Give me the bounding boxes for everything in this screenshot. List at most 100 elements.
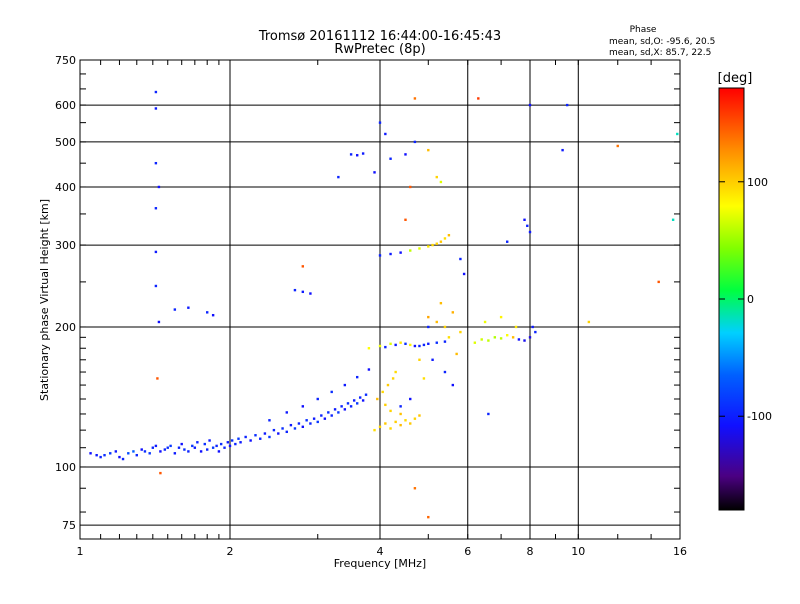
data-point <box>384 403 387 407</box>
data-point <box>409 397 412 401</box>
data-point <box>381 390 384 394</box>
data-point <box>355 402 359 405</box>
data-point <box>528 230 532 234</box>
data-point <box>394 370 397 374</box>
data-point <box>487 339 490 342</box>
data-point <box>95 453 98 457</box>
data-point <box>163 448 167 451</box>
data-point <box>384 345 387 349</box>
data-point <box>219 442 223 446</box>
data-point <box>237 437 240 440</box>
data-point <box>386 383 390 387</box>
data-point <box>534 330 537 334</box>
data-point <box>226 441 230 444</box>
data-point <box>309 292 312 295</box>
data-point <box>473 341 477 344</box>
chart-subtitle: RwPretec (8p) <box>334 42 425 57</box>
data-point <box>459 257 462 261</box>
data-point <box>316 397 319 401</box>
data-point <box>399 423 402 427</box>
data-point <box>378 425 382 428</box>
y-axis-ticks: 75 100 200 300 400 500 600 750 <box>55 54 680 532</box>
data-point <box>505 334 509 337</box>
data-point <box>404 153 407 156</box>
data-point <box>154 90 158 94</box>
data-point <box>384 422 387 425</box>
data-point <box>312 417 316 420</box>
data-point <box>422 343 426 347</box>
data-point <box>523 218 526 221</box>
y-axis-label: Stationary phase Virtual Height [km] <box>38 199 51 401</box>
data-point <box>439 240 443 243</box>
data-point <box>439 301 443 305</box>
data-point <box>413 97 417 100</box>
data-point <box>427 315 430 319</box>
data-point <box>447 234 451 237</box>
data-point <box>427 342 430 346</box>
data-point <box>355 375 359 379</box>
data-point <box>228 444 232 448</box>
data-point <box>127 452 130 455</box>
data-point <box>203 442 206 446</box>
data-point <box>413 487 417 490</box>
data-point <box>199 450 203 453</box>
data-point <box>499 315 503 319</box>
data-point <box>173 452 177 455</box>
data-point <box>285 430 288 434</box>
data-point <box>389 157 392 160</box>
data-point <box>443 325 447 329</box>
data-point <box>378 121 382 124</box>
data-point <box>487 412 490 416</box>
data-point <box>435 242 438 245</box>
data-point <box>254 434 257 437</box>
data-point <box>268 419 271 422</box>
data-point <box>277 432 280 435</box>
data-point <box>263 432 267 435</box>
data-point <box>676 132 679 136</box>
x-tick-label: 8 <box>527 545 534 558</box>
data-point <box>358 396 362 399</box>
data-point <box>109 452 112 455</box>
data-point <box>455 352 458 356</box>
data-point <box>268 435 271 439</box>
x-tick-label: 16 <box>673 545 687 558</box>
chart-title: Tromsø 20161112 16:44:00-16:45:43 <box>258 29 501 44</box>
data-point <box>346 402 350 405</box>
stats-title: Phase <box>630 25 657 35</box>
data-point <box>249 439 252 442</box>
data-point <box>413 417 417 420</box>
data-point <box>447 336 451 339</box>
data-point <box>118 455 121 459</box>
colorbar-tick-label: 0 <box>747 293 754 306</box>
data-point <box>657 280 660 284</box>
data-point <box>327 411 330 414</box>
data-point <box>361 399 365 402</box>
data-point <box>399 405 402 408</box>
data-point <box>191 444 194 448</box>
colorbar-label: [deg] <box>718 71 753 86</box>
data-point <box>166 446 169 449</box>
data-point <box>480 338 483 341</box>
data-point <box>435 341 438 344</box>
data-point <box>285 411 288 414</box>
data-point <box>154 107 158 110</box>
data-point <box>293 288 297 292</box>
data-point <box>404 342 407 346</box>
data-point <box>389 409 392 413</box>
y-tick-label: 400 <box>55 181 76 194</box>
data-point <box>422 377 426 380</box>
data-point <box>349 405 353 408</box>
data-point <box>293 427 297 430</box>
colorbar-ticks: 100 0 -100 <box>719 176 772 423</box>
data-point <box>418 344 421 348</box>
data-point <box>431 358 434 361</box>
stats-line-x: mean, sd,X: 85.7, 22.5 <box>609 48 711 58</box>
data-point <box>173 308 177 311</box>
data-point <box>514 325 518 329</box>
data-point <box>301 425 305 428</box>
data-point <box>451 311 455 314</box>
x-axis-label: Frequency [MHz] <box>334 557 426 570</box>
data-point <box>462 272 466 276</box>
data-point <box>148 452 151 455</box>
data-point <box>477 97 480 100</box>
